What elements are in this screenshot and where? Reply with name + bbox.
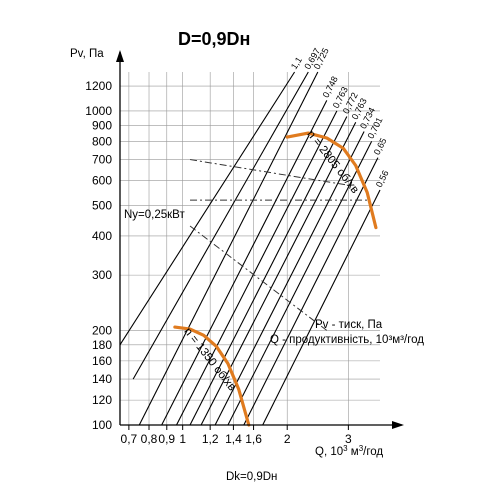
system-line bbox=[132, 71, 309, 380]
legend-pressure: Pv - тиск, Па bbox=[315, 319, 383, 331]
y-tick-label: 200 bbox=[92, 323, 112, 337]
y-tick-label: 180 bbox=[92, 338, 112, 352]
system-line bbox=[161, 100, 328, 426]
x-tick-label: 2 bbox=[284, 432, 291, 446]
x-tick-label: 0,7 bbox=[121, 432, 138, 446]
system-line-label: 1,1 bbox=[289, 55, 304, 71]
power-annotation: Nу=0,25кВт bbox=[124, 209, 185, 221]
dashed-guide-line bbox=[189, 225, 328, 331]
x-tick-label: 1,6 bbox=[245, 432, 262, 446]
y-tick-label: 600 bbox=[92, 174, 112, 188]
y-tick-label: 1000 bbox=[85, 104, 112, 118]
axes: 1001201401601802003004005006007008009001… bbox=[85, 50, 404, 446]
y-axis-arrow bbox=[116, 50, 124, 62]
x-axis-arrow bbox=[392, 421, 404, 429]
x-axis-label: Q, 103 м3/год bbox=[315, 444, 383, 459]
x-tick-label: 1,2 bbox=[202, 432, 219, 446]
system-line bbox=[262, 189, 381, 426]
system-line bbox=[189, 116, 348, 426]
system-line bbox=[200, 122, 357, 426]
system-line bbox=[119, 71, 296, 346]
y-tick-label: 900 bbox=[92, 118, 112, 132]
y-tick-label: 400 bbox=[92, 229, 112, 243]
system-line bbox=[214, 131, 365, 426]
y-tick-label: 700 bbox=[92, 153, 112, 167]
system-line bbox=[138, 71, 319, 426]
x-tick-label: 1 bbox=[179, 432, 186, 446]
fan-curve bbox=[173, 325, 251, 427]
x-tick-label: 0,8 bbox=[141, 432, 158, 446]
system-line bbox=[227, 141, 373, 426]
fan-curve bbox=[285, 131, 378, 230]
system-line-label: 0,56 bbox=[374, 169, 391, 189]
fan-curve-label: n = 1350 об/хв bbox=[181, 326, 237, 394]
legend-flow: Q - продуктивність, 10³м³/год bbox=[270, 334, 424, 346]
system-line bbox=[243, 157, 379, 426]
y-tick-label: 100 bbox=[92, 418, 112, 432]
chart-title: D=0,9Dн bbox=[178, 29, 250, 49]
y-tick-label: 160 bbox=[92, 354, 112, 368]
dashed-guide-line bbox=[189, 159, 349, 186]
system-line bbox=[176, 110, 338, 426]
x-tick-label: 0,9 bbox=[158, 432, 175, 446]
x-tick-label: 1,4 bbox=[225, 432, 242, 446]
y-tick-label: 1200 bbox=[85, 79, 112, 93]
chart-footer: Dk=0,9Dн bbox=[226, 471, 277, 483]
y-tick-label: 140 bbox=[92, 372, 112, 386]
y-tick-label: 120 bbox=[92, 393, 112, 407]
y-tick-label: 500 bbox=[92, 198, 112, 212]
grid bbox=[120, 72, 380, 426]
y-tick-label: 800 bbox=[92, 134, 112, 148]
y-tick-label: 300 bbox=[92, 268, 112, 282]
y-axis-label: Pv, Па bbox=[70, 48, 104, 60]
x-tick-label: 3 bbox=[345, 432, 352, 446]
dashed-guides bbox=[189, 159, 370, 331]
